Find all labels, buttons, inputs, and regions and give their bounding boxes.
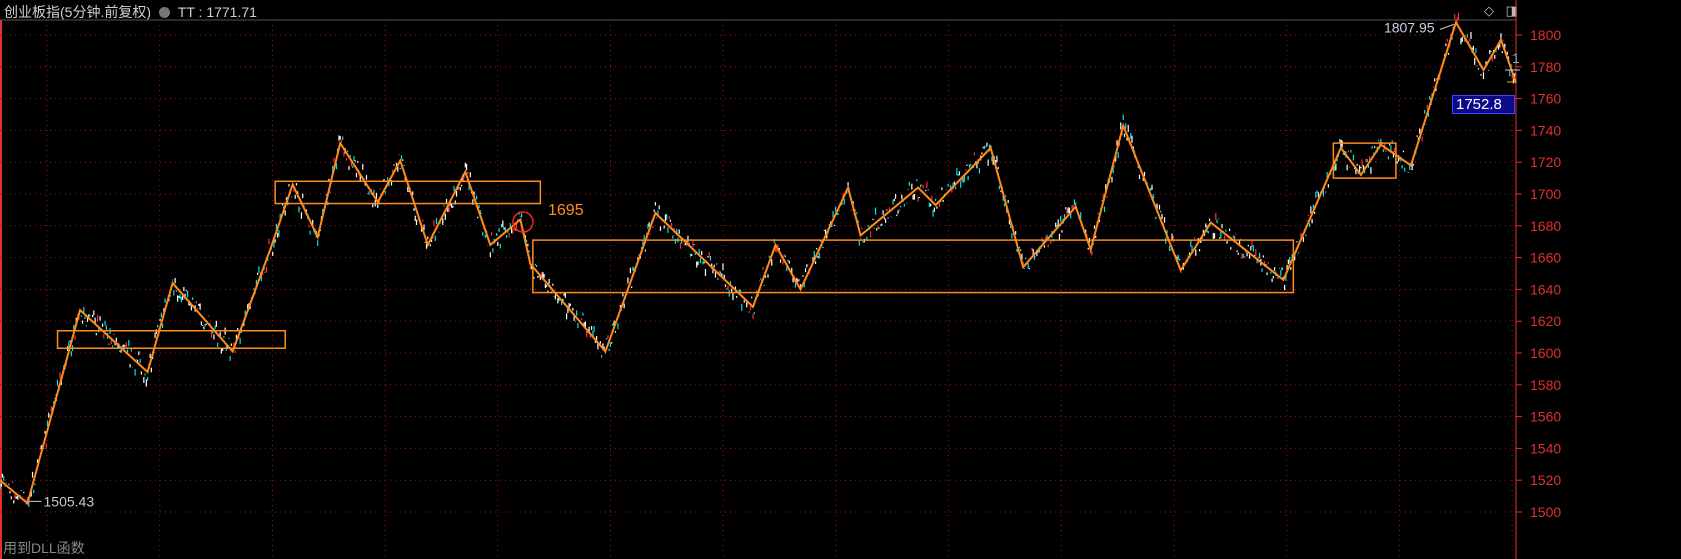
- y-tick-label: 1660: [1530, 250, 1561, 266]
- indicator-value: 1771.71: [206, 4, 257, 20]
- right-marker: 1: [1512, 50, 1520, 66]
- y-tick-label: 1560: [1530, 409, 1561, 425]
- signal-circle: [512, 211, 534, 233]
- current-price-label: 1752.8: [1452, 95, 1515, 114]
- y-tick-label: 1580: [1530, 377, 1561, 393]
- high-label: 1807.95: [1384, 19, 1435, 35]
- chart-toolbar: ◇ ◨: [1484, 3, 1526, 19]
- diamond-icon[interactable]: ◇: [1484, 3, 1494, 18]
- indicator-name: TT: [177, 4, 195, 20]
- y-tick-label: 1800: [1530, 27, 1561, 43]
- y-tick-label: 1600: [1530, 345, 1561, 361]
- signal-label: 1695: [548, 202, 584, 219]
- dropdown-icon[interactable]: [158, 7, 170, 18]
- panel-icon[interactable]: ◨: [1505, 3, 1518, 18]
- title-text: 创业板指(5分钟.前复权): [4, 4, 151, 20]
- low-label: 1505.43: [44, 493, 95, 509]
- y-tick-label: 1780: [1530, 59, 1561, 75]
- y-tick-label: 1500: [1530, 504, 1561, 520]
- y-tick-label: 1760: [1530, 91, 1561, 107]
- y-tick-label: 1620: [1530, 313, 1561, 329]
- y-tick-label: 1680: [1530, 218, 1561, 234]
- y-tick-label: 1720: [1530, 154, 1561, 170]
- consolidation-box: [56, 329, 286, 349]
- high-arrow: [1439, 23, 1455, 30]
- chart-title: 创业板指(5分钟.前复权) TT : 1771.71: [4, 4, 257, 20]
- y-tick-label: 1520: [1530, 472, 1561, 488]
- y-tick-label: 1640: [1530, 281, 1561, 297]
- y-tick-label: 1740: [1530, 122, 1561, 138]
- y-tick-label: 1700: [1530, 186, 1561, 202]
- consolidation-box: [1332, 142, 1397, 179]
- dll-note: 用到DLL函数: [3, 540, 85, 556]
- zigzag-line: [0, 19, 1517, 506]
- y-tick-label: 1540: [1530, 440, 1561, 456]
